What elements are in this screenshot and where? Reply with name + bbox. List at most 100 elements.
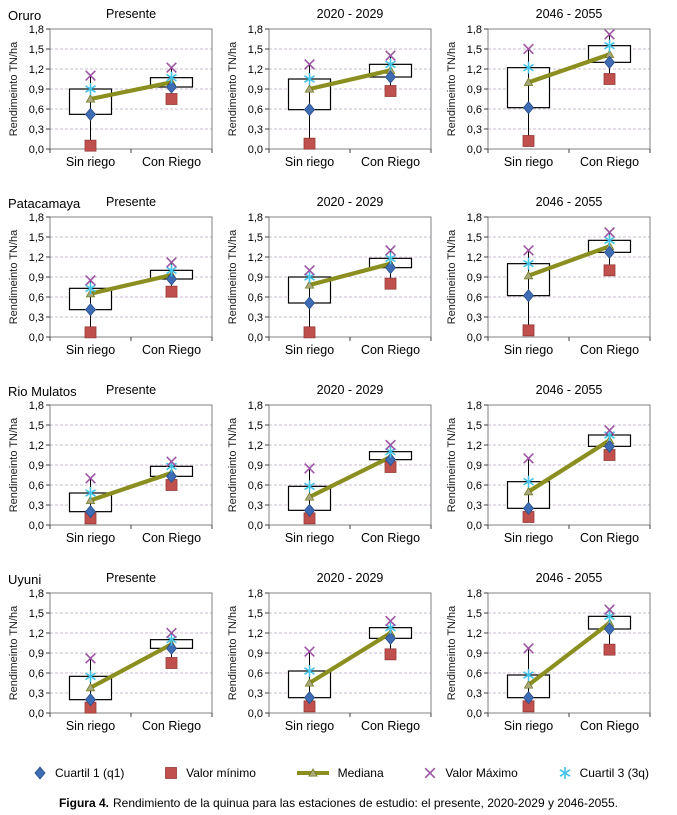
svg-text:0,3: 0,3 bbox=[248, 500, 263, 512]
chart-title: 2020 - 2029 bbox=[316, 571, 384, 585]
svg-text:0,9: 0,9 bbox=[467, 648, 482, 660]
boxplot-canvas: 1,8 1,5 1,2 0,9 0,6 0,3 0,0 Rendimeinto TN/ha Si… bbox=[225, 399, 444, 555]
svg-text:Con Riego: Con Riego bbox=[142, 343, 201, 357]
svg-text:1,5: 1,5 bbox=[29, 232, 44, 244]
svg-text:1,8: 1,8 bbox=[248, 588, 263, 600]
svg-text:1,2: 1,2 bbox=[29, 64, 44, 76]
svg-text:1,2: 1,2 bbox=[467, 64, 482, 76]
svg-text:Con Riego: Con Riego bbox=[580, 343, 639, 357]
svg-text:0,9: 0,9 bbox=[248, 272, 263, 284]
svg-text:Con Riego: Con Riego bbox=[361, 719, 420, 733]
svg-text:1,2: 1,2 bbox=[248, 252, 263, 264]
svg-text:1,5: 1,5 bbox=[467, 608, 482, 620]
svg-text:Sin riego: Sin riego bbox=[504, 531, 553, 545]
chart-title: 2020 - 2029 bbox=[316, 7, 384, 21]
svg-text:Rendimeinto TN/ha: Rendimeinto TN/ha bbox=[8, 605, 20, 700]
caption-text: Rendimiento de la quinua para las estaci… bbox=[112, 796, 619, 810]
chart-oruro-presente: Presente 1,8 1,5 1,2 0,9 0,6 0,3 0,0 Rendimeint… bbox=[6, 6, 225, 182]
svg-text:1,5: 1,5 bbox=[248, 44, 263, 56]
svg-text:0,3: 0,3 bbox=[29, 500, 44, 512]
svg-text:1,2: 1,2 bbox=[248, 440, 263, 452]
svg-text:Sin riego: Sin riego bbox=[66, 531, 115, 545]
chart-uyuni-2020-2029: 2020 - 2029 1,8 1,5 1,2 0,9 0,6 0,3 0,0 Rendime… bbox=[225, 570, 444, 746]
chart-title: Presente bbox=[105, 383, 157, 397]
svg-text:0,9: 0,9 bbox=[29, 272, 44, 284]
station-row-uyuni: Uyuni Presente 1,8 1,5 1,2 0,9 0,6 0,3 0,0 Rend… bbox=[0, 570, 677, 758]
chart-oruro-2020-2029: 2020 - 2029 1,8 1,5 1,2 0,9 0,6 0,3 0,0 Rendime… bbox=[225, 6, 444, 182]
svg-text:0,0: 0,0 bbox=[29, 708, 44, 720]
boxplot-canvas: 1,8 1,5 1,2 0,9 0,6 0,3 0,0 Rendimeinto TN/ha Si… bbox=[444, 399, 663, 555]
svg-text:1,8: 1,8 bbox=[248, 212, 263, 224]
svg-text:Sin riego: Sin riego bbox=[504, 155, 553, 169]
chart-uyuni-2046-2055: 2046 - 2055 1,8 1,5 1,2 0,9 0,6 0,3 0,0 Rendime… bbox=[444, 570, 663, 746]
svg-text:Rendimeinto TN/ha: Rendimeinto TN/ha bbox=[446, 41, 458, 136]
boxplot-canvas: 1,8 1,5 1,2 0,9 0,6 0,3 0,0 Rendimeinto TN/ha Si… bbox=[225, 211, 444, 367]
chart-title: 2020 - 2029 bbox=[316, 383, 384, 397]
svg-text:Con Riego: Con Riego bbox=[580, 531, 639, 545]
svg-text:Sin riego: Sin riego bbox=[66, 719, 115, 733]
x-cross-icon bbox=[422, 765, 438, 781]
svg-text:1,5: 1,5 bbox=[29, 44, 44, 56]
station-label: Patacamaya bbox=[8, 196, 81, 211]
legend-label: Mediana bbox=[337, 766, 384, 780]
svg-text:0,9: 0,9 bbox=[29, 84, 44, 96]
legend-item-cuartil1: Cuartil 1 (q1) bbox=[32, 765, 124, 781]
station-row-oruro: Oruro Presente 1,8 1,5 1,2 0,9 0,6 0,3 0,0 Rend… bbox=[0, 6, 677, 194]
svg-text:Sin riego: Sin riego bbox=[285, 719, 334, 733]
svg-text:Con Riego: Con Riego bbox=[142, 531, 201, 545]
chart-rio-mulatos-2046-2055: 2046 - 2055 1,8 1,5 1,2 0,9 0,6 0,3 0,0 Rendime… bbox=[444, 382, 663, 558]
legend-label: Valor Máximo bbox=[445, 766, 518, 780]
caption-label: Figura 4. bbox=[58, 796, 109, 810]
svg-text:0,0: 0,0 bbox=[248, 708, 263, 720]
svg-text:Rendimeinto TN/ha: Rendimeinto TN/ha bbox=[227, 417, 239, 512]
svg-text:0,3: 0,3 bbox=[467, 688, 482, 700]
svg-text:Sin riego: Sin riego bbox=[285, 531, 334, 545]
svg-text:Con Riego: Con Riego bbox=[361, 531, 420, 545]
svg-text:0,6: 0,6 bbox=[467, 292, 482, 304]
svg-text:Rendimeinto TN/ha: Rendimeinto TN/ha bbox=[8, 41, 20, 136]
chart-title: 2046 - 2055 bbox=[535, 195, 603, 209]
svg-text:Rendimeinto TN/ha: Rendimeinto TN/ha bbox=[446, 417, 458, 512]
chart-title: 2046 - 2055 bbox=[535, 383, 603, 397]
svg-text:0,0: 0,0 bbox=[467, 520, 482, 532]
station-row-patacamaya: Patacamaya Presente 1,8 1,5 1,2 0,9 0,6 0,3 0,… bbox=[0, 194, 677, 382]
boxplot-canvas: 1,8 1,5 1,2 0,9 0,6 0,3 0,0 Rendimeinto TN/ha Si… bbox=[225, 587, 444, 743]
svg-text:1,5: 1,5 bbox=[467, 420, 482, 432]
svg-text:Con Riego: Con Riego bbox=[361, 343, 420, 357]
svg-text:1,5: 1,5 bbox=[29, 420, 44, 432]
svg-text:Rendimeinto TN/ha: Rendimeinto TN/ha bbox=[446, 605, 458, 700]
svg-text:0,9: 0,9 bbox=[467, 460, 482, 472]
svg-text:1,2: 1,2 bbox=[29, 628, 44, 640]
svg-text:0,3: 0,3 bbox=[248, 688, 263, 700]
svg-text:0,6: 0,6 bbox=[29, 480, 44, 492]
svg-text:0,0: 0,0 bbox=[467, 332, 482, 344]
svg-text:1,5: 1,5 bbox=[29, 608, 44, 620]
chart-patacamaya-2020-2029: 2020 - 2029 1,8 1,5 1,2 0,9 0,6 0,3 0,0 Rendime… bbox=[225, 194, 444, 370]
chart-title: 2020 - 2029 bbox=[316, 195, 384, 209]
svg-text:0,0: 0,0 bbox=[467, 144, 482, 156]
station-label: Rio Mulatos bbox=[8, 384, 77, 399]
svg-text:1,5: 1,5 bbox=[467, 232, 482, 244]
svg-text:0,0: 0,0 bbox=[29, 144, 44, 156]
svg-text:0,6: 0,6 bbox=[29, 292, 44, 304]
svg-text:0,9: 0,9 bbox=[29, 648, 44, 660]
svg-text:0,6: 0,6 bbox=[248, 480, 263, 492]
svg-text:1,8: 1,8 bbox=[467, 400, 482, 412]
svg-text:0,6: 0,6 bbox=[467, 480, 482, 492]
svg-text:Rendimeinto TN/ha: Rendimeinto TN/ha bbox=[227, 229, 239, 324]
svg-text:1,2: 1,2 bbox=[248, 64, 263, 76]
svg-text:Con Riego: Con Riego bbox=[142, 155, 201, 169]
svg-text:Con Riego: Con Riego bbox=[361, 155, 420, 169]
svg-text:0,3: 0,3 bbox=[467, 500, 482, 512]
svg-text:1,2: 1,2 bbox=[248, 628, 263, 640]
chart-patacamaya-2046-2055: 2046 - 2055 1,8 1,5 1,2 0,9 0,6 0,3 0,0 Rendime… bbox=[444, 194, 663, 370]
svg-text:0,6: 0,6 bbox=[467, 668, 482, 680]
svg-text:0,9: 0,9 bbox=[248, 648, 263, 660]
svg-text:1,8: 1,8 bbox=[29, 588, 44, 600]
legend-item-cuartil3: Cuartil 3 (3q) bbox=[557, 765, 649, 781]
line-triangle-icon bbox=[295, 765, 331, 781]
boxplot-canvas: 1,8 1,5 1,2 0,9 0,6 0,3 0,0 Rendimeinto TN/ha Si… bbox=[6, 399, 225, 555]
svg-text:0,0: 0,0 bbox=[248, 520, 263, 532]
legend-label: Valor mínimo bbox=[186, 766, 256, 780]
svg-text:1,2: 1,2 bbox=[467, 628, 482, 640]
